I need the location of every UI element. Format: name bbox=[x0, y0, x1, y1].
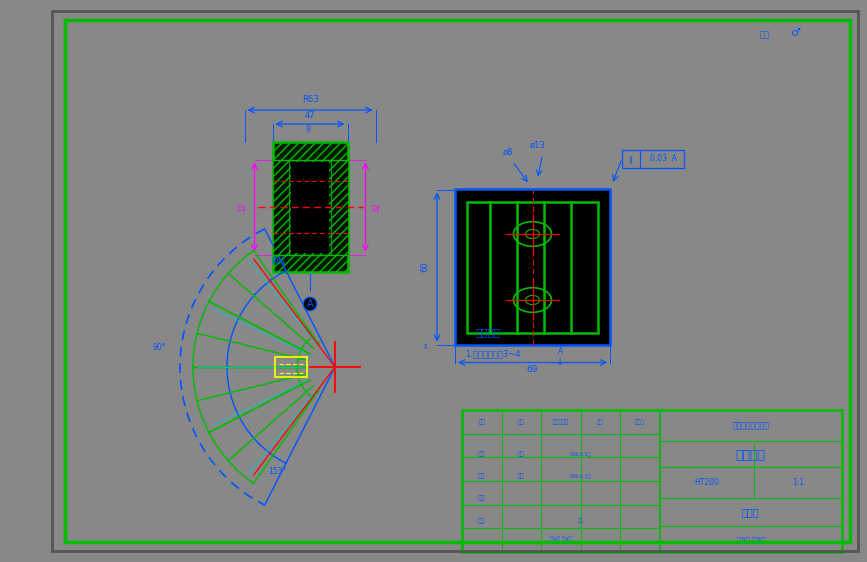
Bar bbox=[275, 357, 307, 377]
Text: 工艺: 工艺 bbox=[478, 518, 486, 524]
Text: 1.未标圆角半径3~4: 1.未标圆角半径3~4 bbox=[465, 350, 520, 359]
Bar bbox=[272, 142, 348, 180]
Text: 审核: 审核 bbox=[478, 495, 486, 501]
Text: 3: 3 bbox=[423, 345, 427, 351]
Text: ø13: ø13 bbox=[530, 140, 545, 149]
Text: 签字: 签字 bbox=[597, 419, 603, 425]
Text: 技术要求: 技术要求 bbox=[475, 327, 500, 337]
Text: 批准: 批准 bbox=[577, 518, 583, 523]
Text: R61: R61 bbox=[271, 257, 286, 266]
Text: ∥: ∥ bbox=[629, 154, 633, 163]
Text: A: A bbox=[307, 299, 313, 309]
Bar bbox=[467, 202, 598, 333]
Text: 孙启亮: 孙启亮 bbox=[742, 507, 759, 517]
Bar bbox=[291, 161, 329, 252]
Bar bbox=[331, 160, 348, 255]
Text: 9: 9 bbox=[305, 125, 310, 134]
Text: ↓: ↓ bbox=[557, 356, 564, 366]
Bar bbox=[455, 189, 610, 345]
Text: ø8: ø8 bbox=[502, 147, 512, 156]
Bar bbox=[272, 142, 348, 272]
Text: 006.6.1综: 006.6.1综 bbox=[570, 474, 591, 478]
Text: 共9张 第9张: 共9张 第9张 bbox=[737, 536, 765, 542]
Text: 叶萌: 叶萌 bbox=[518, 451, 525, 457]
Text: 年月日: 年月日 bbox=[635, 419, 645, 425]
Text: 更改文件号: 更改文件号 bbox=[552, 419, 569, 425]
Bar bbox=[272, 180, 348, 234]
Text: 1:1: 1:1 bbox=[792, 478, 805, 487]
Text: 共9张 第9张: 共9张 第9张 bbox=[550, 536, 571, 542]
Text: 42: 42 bbox=[373, 202, 382, 212]
Text: HT200: HT200 bbox=[694, 478, 720, 487]
Text: 绘图: 绘图 bbox=[478, 473, 486, 479]
Text: 90°: 90° bbox=[152, 343, 166, 352]
Text: 60: 60 bbox=[420, 262, 429, 273]
Text: 旋转活塞: 旋转活塞 bbox=[736, 449, 766, 462]
Text: 无锡职业技术学院: 无锡职业技术学院 bbox=[733, 421, 769, 430]
Text: 47: 47 bbox=[304, 111, 316, 120]
Bar bbox=[622, 149, 684, 167]
Text: 处数: 处数 bbox=[518, 419, 525, 425]
Text: 标记: 标记 bbox=[479, 419, 485, 425]
Text: ♂: ♂ bbox=[790, 28, 800, 38]
Text: R63: R63 bbox=[302, 95, 318, 104]
Text: 规划: 规划 bbox=[760, 30, 770, 39]
Text: A: A bbox=[557, 347, 564, 356]
Text: 69: 69 bbox=[527, 365, 538, 374]
Bar bbox=[462, 410, 842, 552]
Bar bbox=[289, 160, 331, 255]
Text: 006.6.1综: 006.6.1综 bbox=[570, 451, 591, 456]
Bar bbox=[272, 160, 289, 255]
Text: 0.03  A: 0.03 A bbox=[650, 154, 677, 163]
Text: 153°: 153° bbox=[268, 466, 287, 475]
Text: 叶萌: 叶萌 bbox=[518, 473, 525, 479]
Text: 12: 12 bbox=[238, 202, 247, 212]
Text: 设计: 设计 bbox=[478, 451, 486, 457]
Bar bbox=[272, 234, 348, 272]
